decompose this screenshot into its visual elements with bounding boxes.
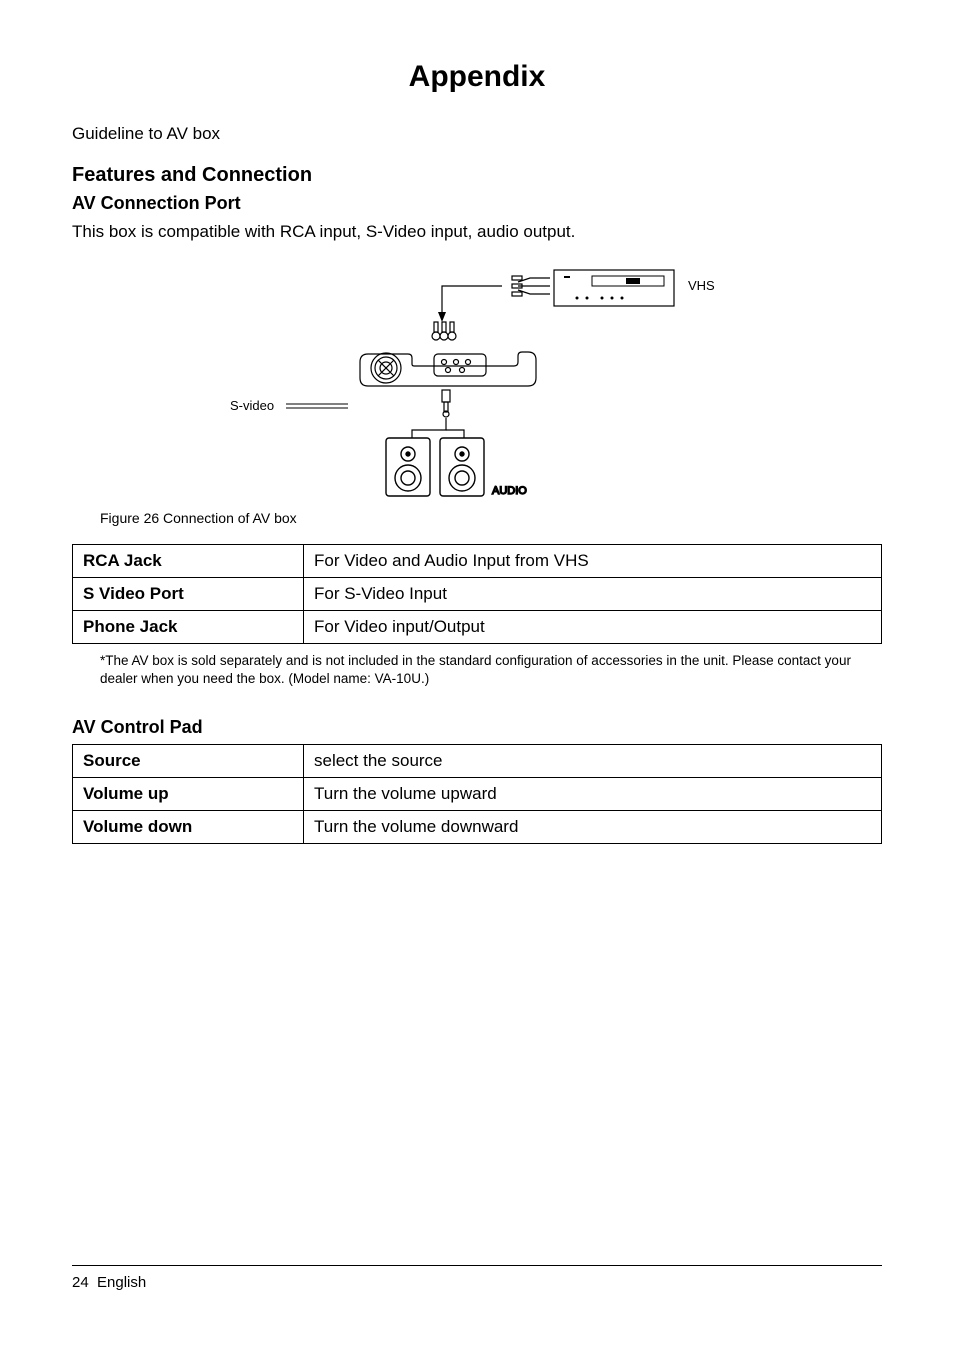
cell-val: Turn the volume downward xyxy=(304,811,882,844)
vhs-icon: VHS xyxy=(554,270,715,306)
av-control-pad-heading: AV Control Pad xyxy=(72,717,882,738)
rca-cable-icon xyxy=(438,276,550,322)
cell-val: For S-Video Input xyxy=(304,577,882,610)
table-row: Source select the source xyxy=(73,745,882,778)
cell-key: RCA Jack xyxy=(73,544,304,577)
svideo-label: S-video xyxy=(230,398,274,413)
appendix-title: Appendix xyxy=(72,60,882,94)
av-connection-port-heading: AV Connection Port xyxy=(72,193,882,214)
audio-cable-icon xyxy=(412,418,464,438)
table-row: Volume down Turn the volume downward xyxy=(73,811,882,844)
cell-key: Volume up xyxy=(73,778,304,811)
page-footer: 24 English xyxy=(72,1265,882,1291)
cell-val: For Video and Audio Input from VHS xyxy=(304,544,882,577)
cell-val: For Video input/Output xyxy=(304,610,882,643)
av-box-footnote: *The AV box is sold separately and is no… xyxy=(100,652,882,690)
table-row: S Video Port For S-Video Input xyxy=(73,577,882,610)
cell-val: select the source xyxy=(304,745,882,778)
av-connection-table: RCA Jack For Video and Audio Input from … xyxy=(72,544,882,644)
vhs-label: VHS xyxy=(688,278,715,293)
audio-label: AUDIO xyxy=(492,485,527,497)
table-row: Volume up Turn the volume upward xyxy=(73,778,882,811)
table-row: RCA Jack For Video and Audio Input from … xyxy=(73,544,882,577)
cell-key: S Video Port xyxy=(73,577,304,610)
cell-key: Phone Jack xyxy=(73,610,304,643)
av-connection-desc: This box is compatible with RCA input, S… xyxy=(72,220,882,244)
intro-text: Guideline to AV box xyxy=(72,122,882,146)
cell-val: Turn the volume upward xyxy=(304,778,882,811)
figure-caption: Figure 26 Connection of AV box xyxy=(100,510,882,526)
svideo-label-line: S-video xyxy=(230,398,348,413)
features-heading: Features and Connection xyxy=(72,164,882,187)
speakers-icon: AUDIO xyxy=(386,438,527,497)
av-box-icon xyxy=(360,322,536,417)
page-lang: English xyxy=(97,1274,146,1291)
cell-key: Source xyxy=(73,745,304,778)
page-number: 24 xyxy=(72,1274,89,1291)
av-control-pad-table: Source select the source Volume up Turn … xyxy=(72,744,882,844)
cell-key: Volume down xyxy=(73,811,304,844)
table-row: Phone Jack For Video input/Output xyxy=(73,610,882,643)
figure-av-box: VHS xyxy=(72,262,882,502)
